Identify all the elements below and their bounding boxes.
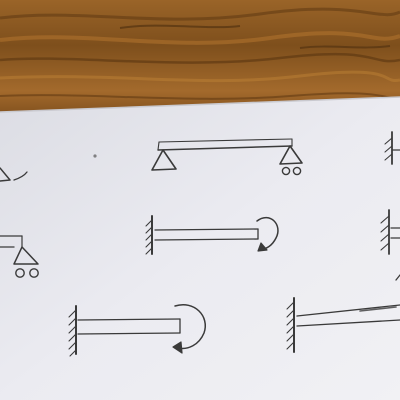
beam — [77, 318, 181, 335]
fixed-wall-icon — [286, 297, 295, 353]
fixed-wall-icon — [68, 305, 77, 357]
cantilever-beam-with-moment — [145, 215, 279, 255]
fixed-wall-icon — [145, 215, 153, 255]
partial-sketch-right-walls — [380, 131, 400, 281]
moment-arrow-icon — [256, 216, 279, 252]
partial-sketch-left-pin — [0, 167, 28, 182]
moment-arrow-icon — [172, 303, 207, 354]
paper-sheet — [0, 96, 400, 400]
pin-support-icon — [151, 149, 177, 171]
cantilever-beam-tapered — [286, 297, 400, 353]
beam — [154, 228, 259, 241]
cantilever-beam-with-moment-lower — [68, 303, 207, 357]
simply-supported-beam — [151, 138, 303, 176]
partial-sketch-left-roller — [0, 235, 39, 278]
beam — [296, 304, 400, 327]
beam — [157, 138, 293, 151]
roller-support-icon — [279, 145, 303, 176]
